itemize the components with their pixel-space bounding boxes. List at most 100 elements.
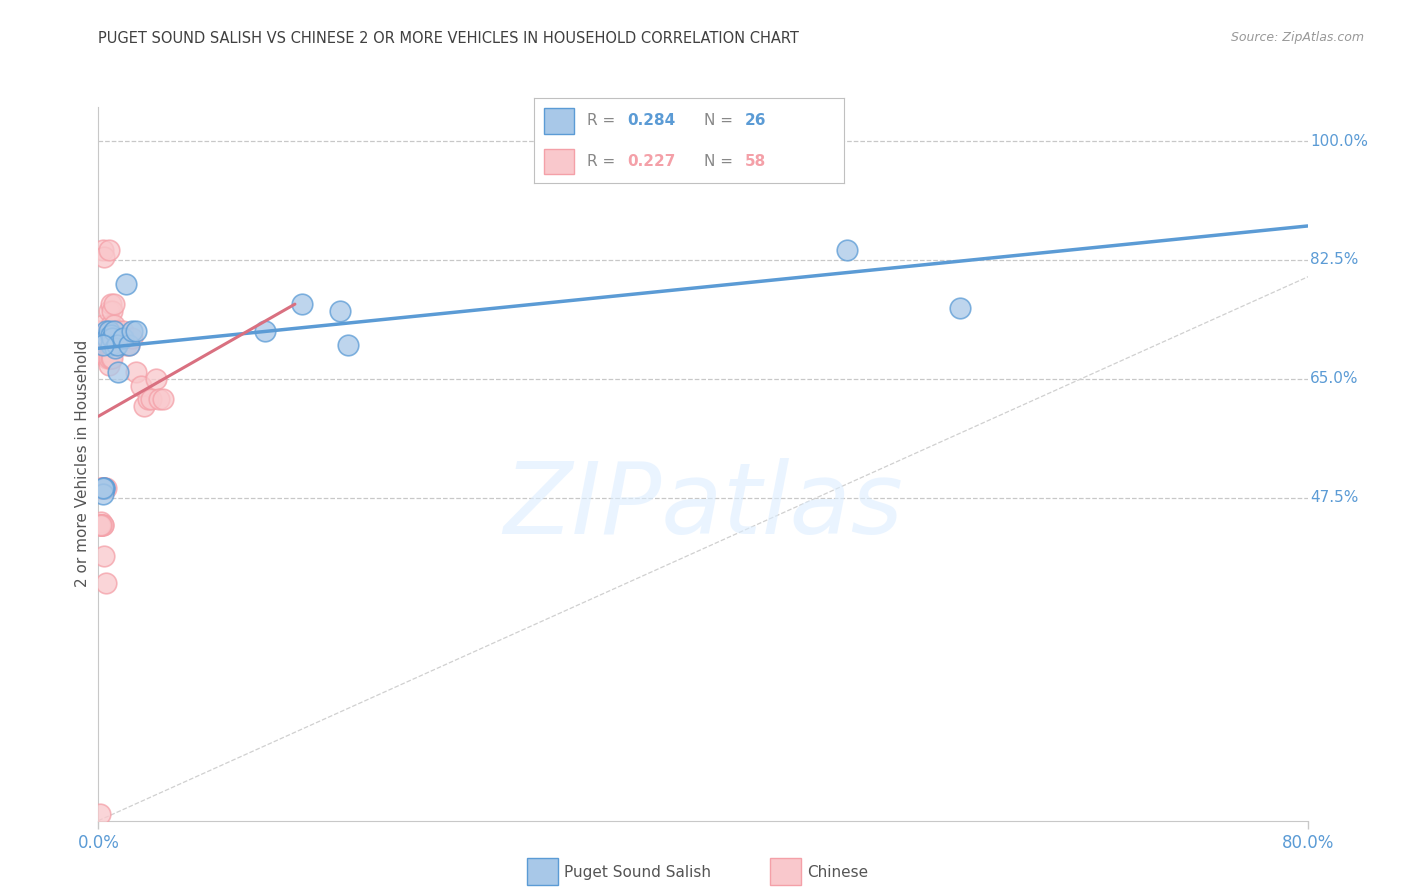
Point <box>101 331 124 345</box>
Point <box>105 338 128 352</box>
Point <box>91 518 114 533</box>
Point <box>94 324 117 338</box>
Point <box>949 301 972 315</box>
Point <box>132 399 155 413</box>
Point <box>104 324 127 338</box>
Text: 0.227: 0.227 <box>627 154 675 169</box>
Text: ZIPatlas: ZIPatlas <box>503 458 903 555</box>
Point <box>94 344 117 359</box>
Text: 65.0%: 65.0% <box>1310 371 1358 386</box>
Point <box>91 481 114 495</box>
Point <box>152 392 174 407</box>
Text: 26: 26 <box>745 113 766 128</box>
Point <box>91 487 114 501</box>
Y-axis label: 2 or more Vehicles in Household: 2 or more Vehicles in Household <box>75 340 90 588</box>
Point <box>148 392 170 407</box>
Text: R =: R = <box>586 113 620 128</box>
Point <box>104 341 127 355</box>
Point <box>98 359 121 373</box>
Text: N =: N = <box>704 113 738 128</box>
Text: R =: R = <box>586 154 620 169</box>
Point <box>125 365 148 379</box>
Point <box>108 331 131 345</box>
Point <box>98 304 121 318</box>
Point <box>100 351 122 366</box>
Point <box>291 297 314 311</box>
Point <box>93 481 115 495</box>
Point <box>90 518 112 533</box>
Text: N =: N = <box>704 154 738 169</box>
Point <box>89 806 111 821</box>
Point <box>107 365 129 379</box>
Point <box>114 277 136 291</box>
Point <box>129 378 152 392</box>
Point <box>114 338 136 352</box>
Point <box>94 338 117 352</box>
Point <box>91 338 114 352</box>
Text: 0.284: 0.284 <box>627 113 675 128</box>
Point <box>100 297 122 311</box>
Point <box>121 331 143 345</box>
Text: Puget Sound Salish: Puget Sound Salish <box>564 865 711 880</box>
Point <box>90 481 112 495</box>
Point <box>93 344 115 359</box>
Point <box>89 518 111 533</box>
Point <box>93 549 115 563</box>
Point <box>91 518 114 533</box>
FancyBboxPatch shape <box>544 149 575 175</box>
Point <box>91 481 114 495</box>
Point <box>91 481 114 495</box>
Point <box>121 324 143 338</box>
Point <box>100 318 122 332</box>
Point <box>93 250 115 264</box>
Point <box>96 338 118 352</box>
Point <box>103 324 125 338</box>
Point <box>107 324 129 338</box>
Point <box>90 518 112 533</box>
Point <box>93 481 115 495</box>
Point <box>101 351 124 366</box>
Point <box>100 338 122 352</box>
Point <box>93 327 115 342</box>
FancyBboxPatch shape <box>544 108 575 134</box>
Point <box>118 338 141 352</box>
Point <box>329 304 352 318</box>
Point <box>90 518 112 533</box>
Point <box>111 331 134 345</box>
Point <box>91 243 114 257</box>
Point <box>145 372 167 386</box>
Point <box>336 338 359 352</box>
Point <box>103 297 125 311</box>
Point <box>96 331 118 345</box>
Point <box>91 318 114 332</box>
Point <box>94 481 117 495</box>
Point <box>98 351 121 366</box>
Point <box>90 518 112 533</box>
Point <box>103 318 125 332</box>
Text: 82.5%: 82.5% <box>1310 252 1358 268</box>
Point <box>89 324 111 338</box>
Point <box>253 324 276 338</box>
Point <box>96 331 118 345</box>
Point <box>90 481 112 495</box>
Point <box>136 392 159 407</box>
Point <box>93 481 115 495</box>
Point <box>93 481 115 495</box>
Point <box>94 575 117 590</box>
Text: Chinese: Chinese <box>807 865 868 880</box>
Point <box>96 351 118 366</box>
Point <box>835 243 858 257</box>
Text: 47.5%: 47.5% <box>1310 491 1358 506</box>
Point <box>91 481 114 495</box>
Text: PUGET SOUND SALISH VS CHINESE 2 OR MORE VEHICLES IN HOUSEHOLD CORRELATION CHART: PUGET SOUND SALISH VS CHINESE 2 OR MORE … <box>98 31 799 46</box>
Text: 58: 58 <box>745 154 766 169</box>
Point <box>118 338 141 352</box>
Point <box>98 324 121 338</box>
Point <box>100 327 122 342</box>
Point <box>105 331 128 345</box>
Point <box>111 324 134 338</box>
Point <box>101 304 124 318</box>
Point <box>141 392 163 407</box>
Point <box>125 324 148 338</box>
Point <box>96 351 118 366</box>
